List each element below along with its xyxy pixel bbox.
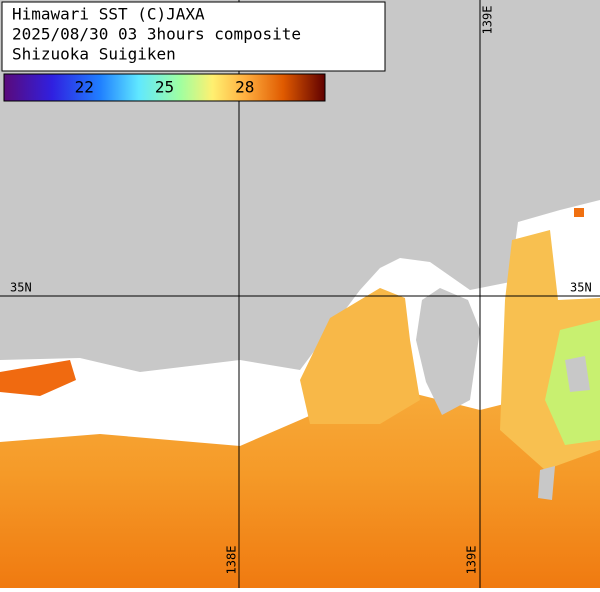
title-line: Himawari SST (C)JAXA <box>12 5 205 24</box>
colorbar <box>3 73 326 102</box>
lon-label: 138E <box>225 546 239 575</box>
sea-surface <box>0 360 600 588</box>
colorbar-tick-label: 25 <box>155 78 174 97</box>
colorbar-ticks: 22 25 28 <box>75 78 255 97</box>
title-box <box>1 1 386 72</box>
sea-patch <box>574 208 584 217</box>
island <box>565 356 590 392</box>
sea-patch <box>300 288 420 424</box>
lat-label: 35N <box>10 281 32 295</box>
sea-patch <box>0 360 76 396</box>
title-line: 2025/08/30 03 3hours composite <box>12 25 301 44</box>
izu-peninsula <box>416 288 480 415</box>
title-line: Shizuoka Suigiken <box>12 45 176 64</box>
lat-label: 35N <box>570 281 592 295</box>
colorbar-tick-label: 28 <box>235 78 254 97</box>
lon-label: 139E <box>481 6 495 35</box>
island <box>538 466 555 500</box>
colorbar-tick-label: 22 <box>75 78 94 97</box>
lon-label: 139E <box>465 546 479 575</box>
